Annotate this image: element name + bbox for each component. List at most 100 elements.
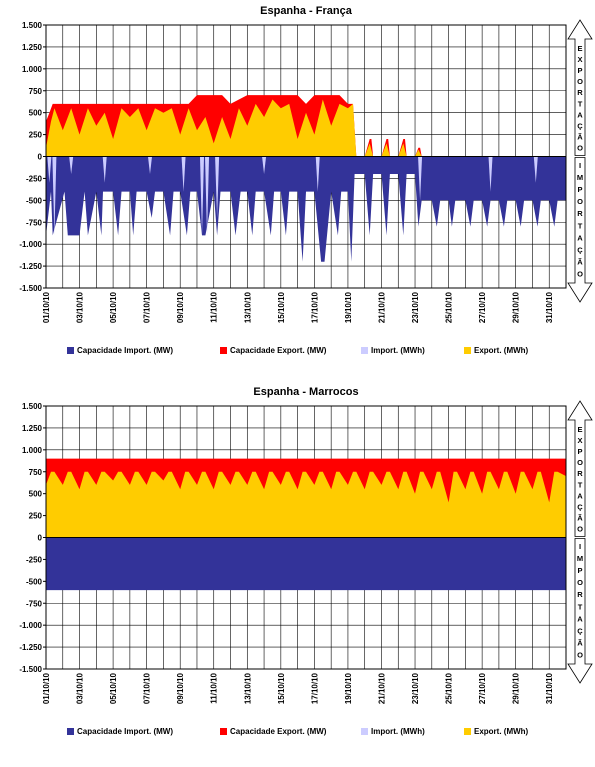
legend-swatch	[464, 728, 471, 735]
x-tick-label: 03/10/10	[76, 291, 85, 323]
x-tick-label: 03/10/10	[76, 672, 85, 704]
legend-swatch	[67, 728, 74, 735]
x-tick-label: 15/10/10	[277, 672, 286, 704]
x-tick-label: 31/10/10	[545, 672, 554, 704]
legend-item: Capacidade Export. (MW)	[220, 346, 327, 355]
x-tick-label: 11/10/10	[210, 672, 219, 703]
legend-swatch	[220, 347, 227, 354]
legend-item: Export. (MWh)	[464, 346, 529, 355]
import-flow-spike	[533, 156, 538, 183]
legend-item: Capacidade Export. (MW)	[220, 727, 327, 736]
y-tick-label: 0	[38, 534, 43, 543]
y-tick-label: -1.250	[19, 643, 42, 652]
import-flow-spike	[488, 156, 493, 192]
y-tick-label: 1.250	[22, 424, 43, 433]
legend-item: Export. (MWh)	[464, 727, 529, 736]
import-flow-spike	[315, 156, 320, 192]
import-arrow	[567, 538, 593, 684]
import-arrow	[567, 157, 593, 303]
x-tick-label: 09/10/10	[176, 291, 185, 323]
import-flow-spike	[199, 156, 205, 236]
x-tick-label: 27/10/10	[478, 672, 487, 704]
legend: Capacidade Import. (MW) Capacidade Export…	[67, 346, 529, 355]
y-tick-label: -500	[26, 196, 43, 205]
y-tick-label: 250	[29, 512, 43, 521]
export-arrow	[567, 19, 593, 156]
import-flow-spike	[418, 156, 423, 201]
import-flow-spike	[102, 156, 107, 183]
x-tick-label: 19/10/10	[344, 672, 353, 704]
legend-label: Import. (MWh)	[371, 346, 425, 355]
legend-label: Capacidade Export. (MW)	[230, 727, 327, 736]
legend-item: Import. (MWh)	[361, 346, 425, 355]
y-tick-label: -750	[26, 599, 43, 608]
x-tick-label: 17/10/10	[310, 672, 319, 704]
x-tick-label: 09/10/10	[176, 672, 185, 704]
x-tick-label: 01/10/10	[42, 672, 51, 704]
legend-item: Import. (MWh)	[361, 727, 425, 736]
x-tick-label: 01/10/10	[42, 291, 51, 323]
import-flow-spike	[69, 156, 74, 175]
x-tick-label: 23/10/10	[411, 672, 420, 704]
legend-swatch	[464, 347, 471, 354]
x-tick-label: 13/10/10	[243, 291, 252, 323]
legend-swatch	[361, 347, 368, 354]
y-tick-label: 250	[29, 131, 43, 140]
legend-swatch	[67, 347, 74, 354]
legend-label: Capacidade Import. (MW)	[77, 346, 173, 355]
y-tick-label: 1.500	[22, 21, 43, 30]
x-tick-label: 07/10/10	[143, 291, 152, 323]
x-tick-label: 19/10/10	[344, 291, 353, 323]
y-tick-label: -1.000	[19, 240, 42, 249]
legend-swatch	[220, 728, 227, 735]
import-flow-spike	[205, 156, 210, 236]
x-tick-label: 29/10/10	[512, 291, 521, 323]
series-import-flow	[47, 156, 538, 236]
import-flow-spike	[181, 156, 186, 192]
y-tick-label: -500	[26, 577, 43, 586]
y-tick-label: -1.000	[19, 621, 42, 630]
x-tick-label: 17/10/10	[310, 291, 319, 323]
y-tick-label: 1.500	[22, 402, 43, 411]
chart-svg-espanha-marrocos: Espanha - Marrocos 1.500 1.250 1.000 750 500 2…	[19, 386, 593, 736]
y-tick-label: -1.250	[19, 262, 42, 271]
x-tick-label: 21/10/10	[377, 291, 386, 323]
y-tick-label: 1.000	[22, 446, 43, 455]
export-import-arrow: E X P O R T A Ç Ã O I M P O R T A Ç Ã O	[567, 19, 593, 303]
x-tick-label: 21/10/10	[377, 672, 386, 704]
import-flow-spike	[147, 156, 153, 175]
import-flow-spike	[47, 156, 52, 183]
y-tick-label: 750	[29, 87, 43, 96]
legend-swatch	[361, 728, 368, 735]
y-tick-label: 1.250	[22, 43, 43, 52]
x-tick-label: 31/10/10	[545, 291, 554, 323]
x-tick-label: 27/10/10	[478, 291, 487, 323]
x-tick-label: 11/10/10	[210, 291, 219, 322]
legend-label: Export. (MWh)	[474, 346, 529, 355]
y-tick-label: 500	[29, 490, 43, 499]
y-tick-label: 750	[29, 468, 43, 477]
x-tick-label: 13/10/10	[243, 672, 252, 704]
chart-title: Espanha - França	[260, 5, 353, 17]
import-flow-spike	[215, 156, 220, 218]
chart-svg-espanha-franca: Espanha - França 1.500 1.250 1.000 750 500 250…	[19, 5, 593, 355]
y-tick-label: -750	[26, 218, 43, 227]
y-tick-label: -250	[26, 174, 43, 183]
chart-espanha-franca: Espanha - França 1.500 1.250 1.000 750 500 250…	[0, 0, 595, 381]
legend-item: Capacidade Import. (MW)	[67, 727, 173, 736]
legend-item: Capacidade Import. (MW)	[67, 346, 173, 355]
import-flow-spike	[262, 156, 267, 175]
series-area-capacidade-import-mw	[46, 156, 566, 262]
export-import-arrow: E X P O R T A Ç Ã O I M P O R T A Ç Ã O	[567, 400, 593, 684]
legend-label: Import. (MWh)	[371, 727, 425, 736]
chart-title: Espanha - Marrocos	[253, 386, 358, 398]
chart-espanha-marrocos: Espanha - Marrocos 1.500 1.250 1.000 750 500 2…	[0, 381, 595, 762]
y-tick-label: 0	[38, 153, 43, 162]
legend-label: Export. (MWh)	[474, 727, 529, 736]
y-tick-label: -1.500	[19, 665, 42, 674]
y-tick-label: 1.000	[22, 65, 43, 74]
